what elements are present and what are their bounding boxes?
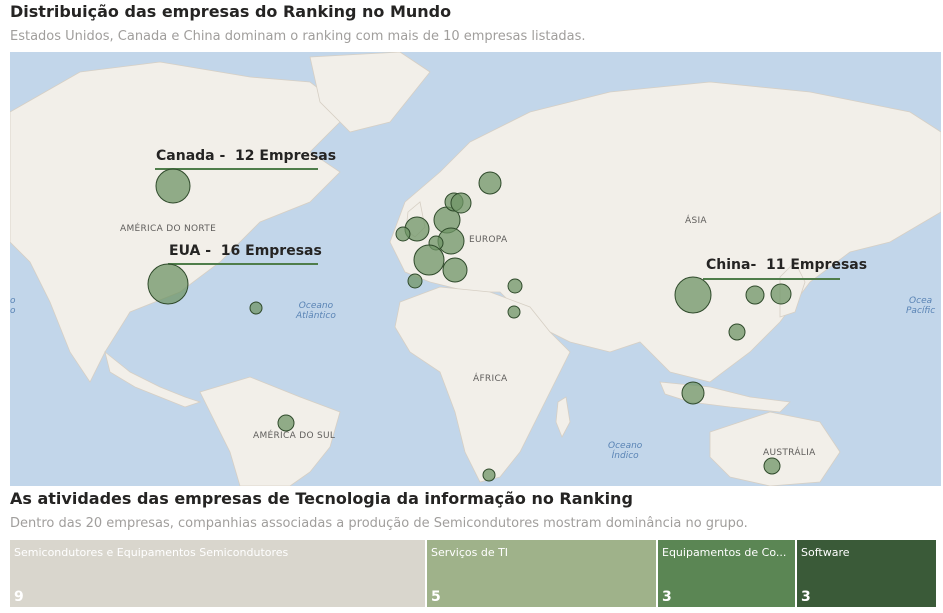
atlantic-ocean-line2: Atlântico: [296, 311, 336, 321]
bubble-south-africa: [482, 468, 496, 482]
bubble-spain: [407, 273, 423, 289]
map-title: Distribuição das empresas do Ranking no …: [10, 2, 452, 21]
bubble-france: [413, 244, 445, 276]
tile-label: Equipamentos de Co...: [662, 546, 787, 559]
tile-servicos-ti[interactable]: Serviços de TI 5: [427, 540, 658, 607]
bubble-australia: [763, 457, 781, 475]
tile-label: Serviços de TI: [431, 546, 509, 559]
land-madagascar: [555, 396, 571, 438]
label-australia: AUSTRÁLIA: [763, 448, 816, 458]
bubble-korea: [745, 285, 765, 305]
bubble-finland: [478, 171, 502, 195]
indian-ocean-line1: Oceano: [608, 441, 643, 451]
land-australia: [709, 411, 841, 487]
label-left-ocean-fragment: o o: [10, 296, 16, 316]
label-atlantic-ocean: Oceano Atlântico: [296, 301, 336, 321]
land-greenland: [309, 51, 431, 133]
land-africa: [394, 286, 571, 483]
bubble-eua: [147, 263, 189, 305]
label-europe: EUROPA: [469, 235, 508, 245]
world-map[interactable]: Canada - 12 Empresas EUA - 16 Empresas C…: [9, 51, 942, 487]
tile-value: 5: [431, 589, 441, 605]
eua-callout: EUA - 16 Empresas: [169, 243, 322, 259]
treemap-subtitle: Dentro das 20 empresas, companhias assoc…: [10, 516, 748, 531]
label-pacific-ocean: Ocea Pacífic: [906, 296, 935, 316]
bubble-switzerland: [442, 257, 468, 283]
map-subtitle: Estados Unidos, Canada e China dominam o…: [10, 29, 586, 44]
land-japan: [779, 261, 806, 318]
bubble-singapore: [681, 381, 705, 405]
bubble-china: [674, 276, 712, 314]
tile-equipamentos[interactable]: Equipamentos de Co... 3: [658, 540, 797, 607]
tile-label: Semicondutores e Equipamentos Semicondut…: [14, 546, 289, 559]
label-indian-ocean: Oceano Índico: [608, 441, 642, 461]
indian-ocean-line2: Índico: [611, 451, 639, 461]
treemap-title: As atividades das empresas de Tecnologia…: [10, 489, 633, 508]
bubble-japan: [770, 283, 792, 305]
land-central-america: [104, 350, 202, 408]
label-south-america: AMÉRICA DO SUL: [253, 431, 336, 441]
pacific-ocean-line1: Ocea: [909, 296, 933, 306]
bubble-taiwan: [728, 323, 746, 341]
map-canvas: [9, 51, 942, 487]
label-north-america: AMÉRICA DO NORTE: [120, 224, 217, 234]
atlantic-ocean-line1: Oceano: [298, 301, 334, 311]
bubble-canada: [155, 168, 191, 204]
bubble-atlantic: [249, 301, 263, 315]
left-ocean-line2: o: [10, 306, 16, 316]
bubble-brazil: [277, 414, 295, 432]
canada-callout: Canada - 12 Empresas: [156, 148, 337, 164]
bubble-turkey: [507, 278, 523, 294]
bubble-israel: [507, 305, 521, 319]
tile-software[interactable]: Software 3: [797, 540, 936, 607]
land-south-america: [199, 376, 341, 487]
bubble-ireland: [395, 226, 411, 242]
pacific-ocean-line2: Pacífic: [906, 306, 936, 316]
label-africa: ÁFRICA: [473, 374, 508, 384]
left-ocean-line1: o: [10, 296, 16, 306]
tile-semicondutores[interactable]: Semicondutores e Equipamentos Semicondut…: [10, 540, 427, 607]
bubble-sweden: [450, 192, 472, 214]
china-callout: China- 11 Empresas: [706, 257, 868, 273]
tile-value: 9: [14, 589, 24, 605]
tile-value: 3: [662, 589, 672, 605]
tile-label: Software: [801, 546, 850, 559]
label-asia: ÁSIA: [685, 216, 707, 226]
activities-treemap: Semicondutores e Equipamentos Semicondut…: [10, 540, 936, 607]
tile-value: 3: [801, 589, 811, 605]
